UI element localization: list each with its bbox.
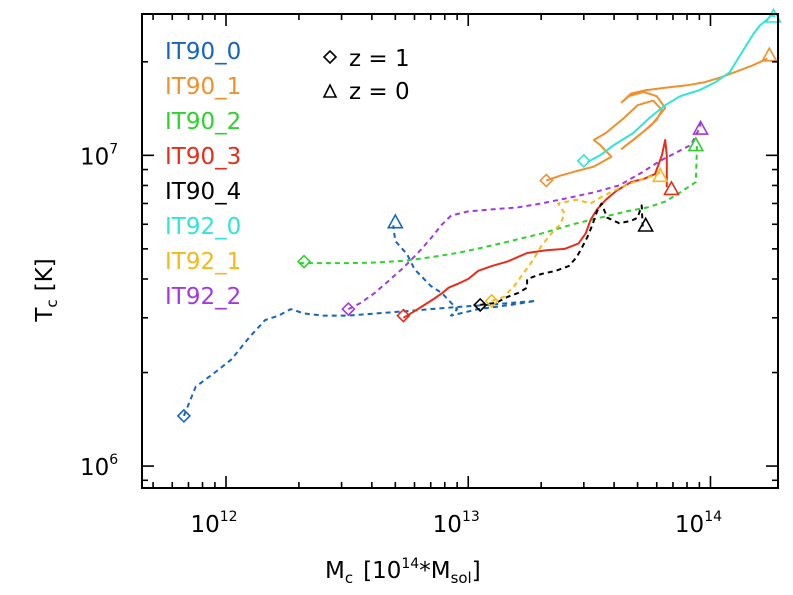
marker-z1-it90-1 <box>539 173 554 188</box>
y-tick-label-base: 10 <box>80 455 109 481</box>
series-line-it92-1 <box>491 171 661 302</box>
x-tick-label: 1013 <box>433 509 480 538</box>
x-tick-label-base: 10 <box>433 512 462 538</box>
marker-z0-it92-2 <box>692 119 709 135</box>
x-tick-label-exp: 14 <box>704 509 722 525</box>
series-line-it92-2 <box>347 117 703 310</box>
series-layer <box>182 14 776 417</box>
series-line-it90-3 <box>402 139 668 319</box>
series-line-it90-4 <box>480 202 644 306</box>
plot-frame <box>141 13 779 489</box>
marker-z1-it92-0 <box>576 153 591 168</box>
legend-entry-it90-1: IT90_1 <box>165 74 241 100</box>
legend-z1-label: z = 1 <box>349 46 410 72</box>
marker-z0-it90-1 <box>760 46 778 62</box>
marker-z1-it90-4 <box>473 297 488 313</box>
series-line-it92-0 <box>586 14 776 164</box>
y-tick-label-base: 10 <box>80 144 109 170</box>
y-tick-label-exp: 6 <box>109 452 118 468</box>
axes-layer <box>141 13 779 489</box>
x-tick-label-base: 10 <box>190 512 219 538</box>
y-tick-label: 106 <box>80 452 118 481</box>
legend-diamond-icon <box>322 49 338 65</box>
series-line-it90-0 <box>182 225 537 417</box>
marker-z1-it92-2 <box>341 301 356 317</box>
legend-entry-it90-4: IT90_4 <box>165 179 241 205</box>
x-tick-label: 1012 <box>190 509 237 538</box>
marker-z0-it90-0 <box>386 213 404 229</box>
marker-z0-it90-3 <box>663 180 680 196</box>
y-axis-title: Tc[K] <box>32 258 61 322</box>
series-line-it90-1 <box>545 57 768 182</box>
series-line-it90-2 <box>298 146 698 265</box>
legend-entry-it92-0: IT92_0 <box>165 214 241 240</box>
y-tick-label: 107 <box>80 141 118 170</box>
x-tick-label-base: 10 <box>675 512 704 538</box>
marker-z0-it92-0 <box>765 7 782 23</box>
marker-layer <box>176 7 782 424</box>
legend-entry-it90-3: IT90_3 <box>165 144 241 170</box>
x-tick-label-exp: 12 <box>220 509 238 525</box>
marker-z0-it92-1 <box>651 167 669 183</box>
x-tick-label: 1014 <box>675 509 722 538</box>
legend-entry-it92-2: IT92_2 <box>165 284 241 310</box>
marker-legend: z = 1 z = 0 <box>322 46 410 105</box>
marker-z1-it92-1 <box>484 293 499 309</box>
legend-entry-it90-0: IT90_0 <box>165 39 241 65</box>
marker-z0-it90-2 <box>687 136 705 152</box>
marker-z1-it90-3 <box>396 308 411 323</box>
x-tick-label-exp: 13 <box>462 509 480 525</box>
series-legend: IT90_0 IT90_1 IT90_2 IT90_3 IT90_4 IT92_… <box>165 39 241 310</box>
marker-z0-it90-4 <box>637 216 655 232</box>
marker-z1-it90-0 <box>176 408 192 424</box>
y-tick-label-exp: 7 <box>109 141 118 157</box>
legend-entry-it92-1: IT92_1 <box>165 249 241 275</box>
legend-entry-it90-2: IT90_2 <box>165 109 241 135</box>
x-axis-title: Mc [1014*Msol] <box>325 556 481 587</box>
marker-z1-it90-2 <box>296 254 312 269</box>
legend-z0-label: z = 0 <box>349 79 410 105</box>
legend-triangle-icon <box>322 83 338 98</box>
